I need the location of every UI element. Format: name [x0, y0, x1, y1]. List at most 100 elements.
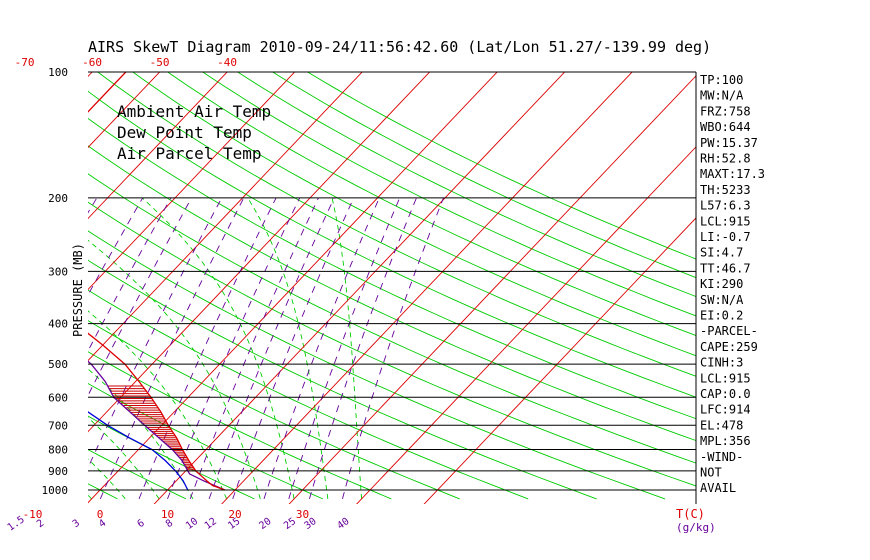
- index-label: L57:6.3: [700, 199, 751, 213]
- sounding-series: [88, 72, 226, 491]
- dry-adiabat-line: [307, 72, 696, 260]
- bottom-temp-tick-label: 0: [97, 508, 104, 521]
- pressure-tick-label: 100: [48, 66, 68, 79]
- pressure-tick-label: 800: [48, 443, 68, 456]
- isotherm-line: [423, 217, 696, 504]
- isobars: [88, 71, 697, 504]
- pressure-tick-label: 300: [48, 265, 68, 278]
- pressure-tick-label: 900: [48, 465, 68, 478]
- moist-adiabat-line: [88, 416, 160, 500]
- mixing-ratio-line: [99, 197, 245, 500]
- index-label: MAXT:17.3: [700, 167, 765, 181]
- temp-unit-label: T(C): [676, 507, 705, 521]
- dry-adiabat-line: [88, 289, 529, 500]
- background-lines: [0, 53, 696, 507]
- pressure-tick-label: 200: [48, 192, 68, 205]
- mixing-ratio-line: [88, 197, 192, 397]
- top-temp-tick-labels: -120-110-100-90-80-70-60-50-40: [15, 56, 237, 69]
- index-label: FRZ:758: [700, 104, 751, 118]
- mixing-ratio-tick-label: 20: [257, 516, 273, 532]
- index-label: EI:0.2: [700, 309, 743, 323]
- dry-adiabat-line: [237, 72, 696, 298]
- isotherm-line: [88, 72, 228, 220]
- mixing-ratio-tick-label: 8: [164, 518, 175, 530]
- index-label: TT:46.7: [700, 261, 751, 275]
- index-label: RH:52.8: [700, 152, 751, 166]
- pressure-tick-label: 600: [48, 391, 68, 404]
- dry-adiabat-line: [97, 72, 696, 377]
- index-label: LI:-0.7: [700, 230, 751, 244]
- dry-adiabat-line: [88, 415, 255, 500]
- dry-adiabat-line: [88, 90, 696, 398]
- mixing-ratio-line: [88, 197, 144, 296]
- ambient-temp-line: [88, 72, 226, 491]
- pressure-tick-label: 400: [48, 318, 68, 331]
- mixing-ratio-line: [308, 197, 417, 500]
- index-label: LCL:915: [700, 214, 751, 228]
- index-label: CAP:0.0: [700, 387, 751, 401]
- mixing-ratio-line: [342, 197, 444, 500]
- mixing-ratio-line: [189, 197, 319, 500]
- isotherm-line: [88, 72, 363, 362]
- isotherm-line: [88, 72, 296, 291]
- dry-adiabat-line: [132, 72, 696, 357]
- mixing-ratio-tick-label: 12: [203, 516, 219, 532]
- index-label: CINH:3: [700, 356, 743, 370]
- index-label: AVAIL: [700, 481, 736, 495]
- dry-adiabat-line: [88, 201, 696, 487]
- legend-dewpoint: Dew Point Temp: [117, 123, 252, 142]
- index-label: PW:15.37: [700, 136, 758, 150]
- top-temp-tick-label: -70: [15, 56, 35, 69]
- mixing-ratio-line: [263, 197, 380, 500]
- index-label: TP:100: [700, 73, 743, 87]
- bottom-temp-tick-label: 30: [296, 508, 309, 521]
- dry-adiabat-line: [88, 117, 696, 420]
- bottom-temp-tick-label: 10: [161, 508, 174, 521]
- bottom-temp-tick-label: 20: [228, 508, 241, 521]
- index-label: TH:5233: [700, 183, 751, 197]
- isotherm-line: [0, 53, 43, 507]
- dry-adiabat-line: [202, 72, 696, 317]
- mixing-ratio-unit-label: (g/kg): [676, 521, 716, 534]
- mixing-ratio-tick-label: 3: [71, 518, 82, 530]
- dry-adiabat-line: [88, 173, 696, 464]
- cape-hatch-area: [107, 385, 196, 472]
- moist-adiabat-line: [141, 197, 295, 499]
- mixing-ratio-tick-label: 10: [184, 516, 200, 532]
- bottom-temp-tick-label: -10: [23, 508, 43, 521]
- index-label: MW:N/A: [700, 89, 744, 103]
- legend: Ambient Air Temp Dew Point Temp Air Parc…: [117, 102, 271, 163]
- moist-adiabat-line: [88, 239, 261, 500]
- mixing-ratio-line: [288, 197, 401, 500]
- mixing-ratio-line: [167, 197, 301, 500]
- mixing-ratio-line: [232, 197, 355, 500]
- mixing-ratio-line: [138, 197, 277, 500]
- isotherm-line: [88, 72, 431, 433]
- top-temp-tick-label: -60: [82, 56, 102, 69]
- legend-parcel: Air Parcel Temp: [117, 144, 262, 163]
- index-label: NOT: [700, 466, 722, 480]
- pressure-tick-labels: 100 200 300 400 500 600 700 800 900 1000: [42, 66, 69, 497]
- index-label: LFC:914: [700, 403, 751, 417]
- index-label: SW:N/A: [700, 293, 744, 307]
- isotherm-line: [356, 146, 696, 504]
- index-label: KI:290: [700, 277, 743, 291]
- moist-adiabat-line: [0, 198, 24, 499]
- isotherm-line: [88, 72, 93, 78]
- mixing-ratio-line: [208, 197, 335, 500]
- dry-adiabat-line: [88, 230, 666, 500]
- mixing-ratio-tick-label: 2: [35, 518, 46, 530]
- legend-ambient: Ambient Air Temp: [117, 102, 271, 121]
- dry-adiabat-line: [88, 259, 597, 500]
- top-temp-tick-label: -40: [217, 56, 237, 69]
- isotherm-line: [221, 72, 633, 504]
- index-label: MPL:356: [700, 434, 751, 448]
- parcel-line: [88, 360, 226, 491]
- index-label: LCL:915: [700, 371, 751, 385]
- dry-adiabat-line: [167, 72, 696, 337]
- index-label: SI:4.7: [700, 246, 743, 260]
- mixing-ratio-line: [88, 197, 172, 352]
